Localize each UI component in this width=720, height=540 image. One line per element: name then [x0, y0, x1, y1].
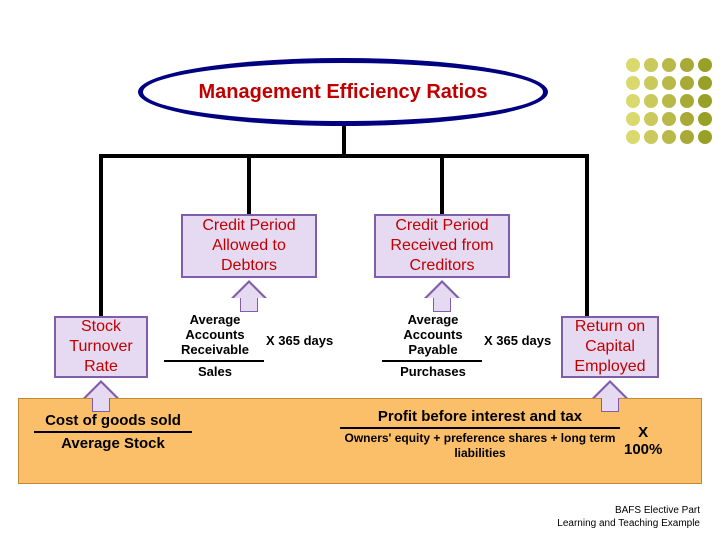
- decorative-dot: [662, 112, 676, 126]
- arrow-up-icon: [231, 280, 267, 312]
- connector-line: [247, 154, 251, 214]
- formula-denominator: Sales: [160, 364, 270, 380]
- decorative-dot: [644, 94, 658, 108]
- node-label: Stock Turnover Rate: [64, 317, 138, 377]
- connector-line: [99, 154, 103, 324]
- decorative-dot: [680, 94, 694, 108]
- decorative-dot: [662, 58, 676, 72]
- decorative-dot: [680, 76, 694, 90]
- fraction-bar: [340, 427, 620, 429]
- footer-line1: BAFS Elective Part: [557, 504, 700, 517]
- formula-denominator: Average Stock: [28, 435, 198, 454]
- arrow-up-icon: [83, 380, 119, 412]
- node-credit-period-creditors: Credit Period Received from Creditors: [374, 214, 510, 278]
- decorative-dot: [644, 130, 658, 144]
- connector-line: [440, 154, 444, 214]
- formula-stock: Cost of goods sold Average Stock: [28, 412, 198, 454]
- decorative-dot: [662, 94, 676, 108]
- title-text: Management Efficiency Ratios: [199, 81, 488, 104]
- connector-line: [99, 154, 589, 158]
- decorative-dot: [626, 130, 640, 144]
- formula-multiplier: X 100%: [624, 424, 662, 458]
- decorative-dot: [680, 58, 694, 72]
- node-credit-period-debtors: Credit Period Allowed to Debtors: [181, 214, 317, 278]
- title-oval: Management Efficiency Ratios: [138, 58, 548, 126]
- decorative-dot: [644, 58, 658, 72]
- fraction-bar: [34, 431, 192, 433]
- connector-line: [585, 154, 589, 324]
- fraction-bar: [164, 360, 264, 362]
- formula-roce: Profit before interest and tax Owners' e…: [340, 408, 660, 461]
- decorative-dot: [698, 94, 712, 108]
- formula-multiplier: X 365 days: [266, 333, 333, 348]
- formula-denominator: Purchases: [378, 364, 488, 380]
- decorative-dot: [698, 130, 712, 144]
- decorative-dot: [626, 76, 640, 90]
- corner-dot-grid: [626, 58, 712, 144]
- formula-numerator: Average Accounts Receivable: [160, 313, 270, 358]
- decorative-dot: [662, 130, 676, 144]
- decorative-dot: [698, 76, 712, 90]
- decorative-dot: [698, 112, 712, 126]
- decorative-dot: [626, 94, 640, 108]
- footer-credit: BAFS Elective Part Learning and Teaching…: [557, 504, 700, 530]
- fraction-bar: [382, 360, 482, 362]
- formula-numerator: Cost of goods sold: [28, 412, 198, 429]
- decorative-dot: [662, 76, 676, 90]
- decorative-dot: [680, 130, 694, 144]
- decorative-dot: [626, 58, 640, 72]
- node-stock-turnover: Stock Turnover Rate: [54, 316, 148, 378]
- node-label: Credit Period Received from Creditors: [384, 216, 500, 276]
- formula-debtors: Average Accounts Receivable Sales X 365 …: [160, 313, 340, 380]
- formula-denominator: Owners' equity + preference shares + lon…: [340, 431, 620, 461]
- decorative-dot: [680, 112, 694, 126]
- node-label: Return on Capital Employed: [571, 317, 649, 377]
- node-label: Credit Period Allowed to Debtors: [191, 216, 307, 276]
- decorative-dot: [644, 76, 658, 90]
- connector-line: [342, 124, 346, 158]
- footer-line2: Learning and Teaching Example: [557, 517, 700, 530]
- node-return-on-capital: Return on Capital Employed: [561, 316, 659, 378]
- formula-creditors: Average Accounts Payable Purchases X 365…: [378, 313, 558, 380]
- decorative-dot: [626, 112, 640, 126]
- decorative-dot: [644, 112, 658, 126]
- formula-numerator: Average Accounts Payable: [378, 313, 488, 358]
- arrow-up-icon: [424, 280, 460, 312]
- decorative-dot: [698, 58, 712, 72]
- formula-numerator: Profit before interest and tax: [340, 408, 620, 425]
- formula-multiplier: X 365 days: [484, 333, 551, 348]
